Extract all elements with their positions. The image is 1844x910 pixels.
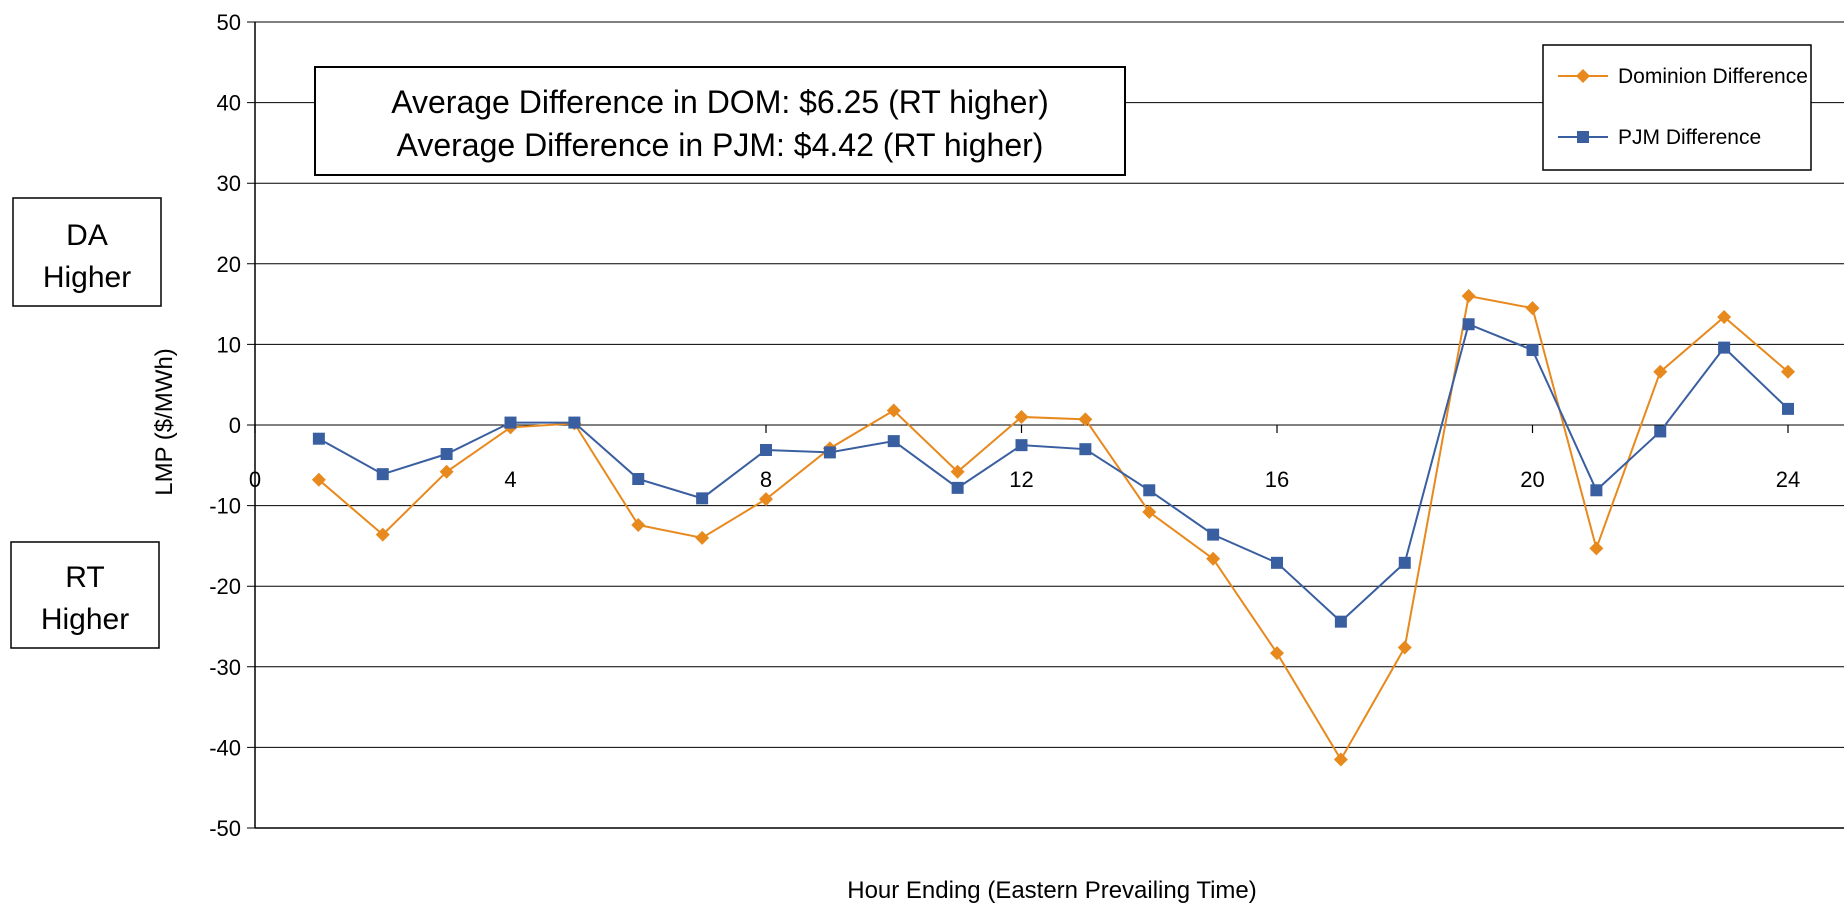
legend-label: PJM Difference xyxy=(1618,126,1761,149)
legend-marker xyxy=(1576,69,1590,83)
data-point xyxy=(504,416,517,429)
data-point xyxy=(1078,412,1093,427)
data-point xyxy=(1654,425,1667,438)
legend-frame xyxy=(1542,44,1812,171)
data-point xyxy=(695,530,710,545)
rt-higher-line1: RT xyxy=(65,561,104,594)
legend-marker xyxy=(1577,131,1589,143)
legend-label: Dominion Difference xyxy=(1618,65,1808,88)
x-tick-label: 16 xyxy=(1265,467,1289,492)
data-point xyxy=(950,464,965,479)
legend-item: PJM Difference xyxy=(1558,126,1761,149)
y-tick-label: -20 xyxy=(209,574,241,599)
data-point xyxy=(1589,541,1604,556)
axes xyxy=(254,22,1844,829)
da-higher-box: DA Higher xyxy=(12,197,162,307)
data-point xyxy=(1590,484,1603,497)
data-point xyxy=(951,481,964,494)
x-tick-labels: 0 4 8 12 16 20 24 xyxy=(249,467,1800,492)
rt-higher-box: RT Higher xyxy=(10,541,160,649)
data-point xyxy=(1142,505,1157,520)
data-point xyxy=(1207,528,1220,541)
data-point xyxy=(1333,752,1348,767)
y-tick-label: 40 xyxy=(217,91,241,116)
da-higher-line2: Higher xyxy=(43,261,131,294)
data-point xyxy=(631,517,646,532)
data-point xyxy=(375,527,390,542)
data-point xyxy=(1397,640,1412,655)
data-point xyxy=(823,446,836,459)
y-tick-label: -10 xyxy=(209,494,241,519)
y-tick-label: 0 xyxy=(229,413,241,438)
x-tick-label: 20 xyxy=(1520,467,1544,492)
data-point xyxy=(1079,443,1092,456)
data-point xyxy=(312,432,325,445)
data-point xyxy=(1206,551,1221,566)
data-point xyxy=(1270,646,1284,661)
data-point xyxy=(696,492,709,505)
data-point xyxy=(440,448,453,461)
legend-item: Dominion Difference xyxy=(1558,65,1808,88)
data-point xyxy=(760,443,772,456)
y-tick-label: -30 xyxy=(209,655,241,680)
y-tick-label: -40 xyxy=(209,735,241,760)
x-tick-label: 24 xyxy=(1776,467,1800,492)
data-point xyxy=(1782,402,1794,415)
data-point xyxy=(311,472,326,487)
summary-line-pjm: Average Difference in PJM: $4.42 (RT hig… xyxy=(397,127,1044,163)
data-point xyxy=(1334,615,1347,628)
data-point xyxy=(439,464,454,479)
y-tick-label: 30 xyxy=(217,171,241,196)
data-point xyxy=(1717,309,1732,324)
x-tick-label: 8 xyxy=(760,467,772,492)
data-point xyxy=(1781,364,1795,379)
rt-higher-frame xyxy=(10,541,160,649)
x-tick-label: 4 xyxy=(504,467,516,492)
y-tick-label: 10 xyxy=(217,332,241,357)
summary-box-frame xyxy=(314,66,1126,176)
x-axis-title: Hour Ending (Eastern Prevailing Time) xyxy=(847,877,1257,904)
da-higher-line1: DA xyxy=(66,219,108,252)
legend: Dominion Difference PJM Difference xyxy=(1542,44,1812,171)
series-line xyxy=(318,294,1789,762)
data-point xyxy=(568,416,581,429)
y-axis-title: LMP ($/MWh) xyxy=(151,348,178,496)
x-tick-label: 12 xyxy=(1009,467,1033,492)
data-point xyxy=(1014,409,1029,424)
data-point xyxy=(1271,556,1283,569)
data-point xyxy=(632,473,645,486)
data-point xyxy=(887,435,900,448)
data-point xyxy=(1525,301,1540,316)
y-tick-label: -50 xyxy=(209,816,241,841)
y-tick-label: 20 xyxy=(217,252,241,277)
data-point xyxy=(886,403,901,418)
data-point xyxy=(1015,439,1028,452)
data-point xyxy=(1461,289,1476,304)
summary-box: Average Difference in DOM: $6.25 (RT hig… xyxy=(314,66,1126,176)
data-point xyxy=(1143,484,1156,497)
data-point xyxy=(1653,364,1668,379)
legend-items: Dominion Difference PJM Difference xyxy=(1558,65,1808,149)
series-pjm-difference xyxy=(312,318,1794,628)
y-tick-label: 50 xyxy=(217,10,241,35)
y-tick-labels: 50 40 30 20 10 0 -10 -20 -30 -40 -50 xyxy=(209,10,241,841)
series-dominion-difference xyxy=(311,289,1795,767)
data-point xyxy=(1526,344,1539,357)
data-point xyxy=(1398,556,1411,569)
data-point xyxy=(376,468,389,481)
data-point xyxy=(1718,341,1731,354)
da-higher-frame xyxy=(12,197,162,307)
x-tick-label: 0 xyxy=(249,467,261,492)
series-lines xyxy=(311,289,1795,767)
data-point xyxy=(759,492,773,507)
rt-higher-line2: Higher xyxy=(41,603,129,636)
series-line xyxy=(318,322,1789,624)
summary-line-dom: Average Difference in DOM: $6.25 (RT hig… xyxy=(391,84,1049,120)
data-point xyxy=(1462,318,1475,331)
